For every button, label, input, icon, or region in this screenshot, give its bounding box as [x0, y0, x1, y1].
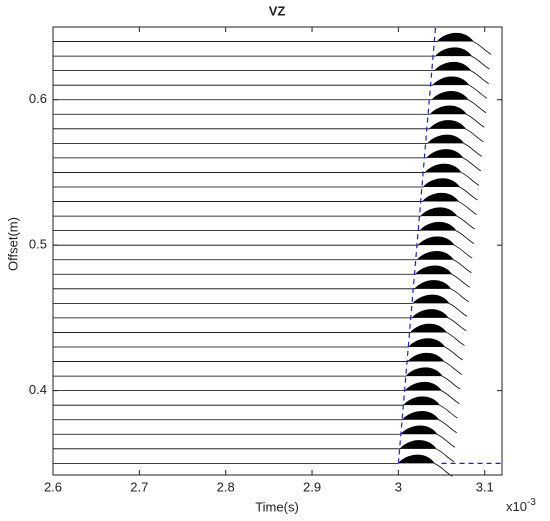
x-tick-label: 2.6: [44, 479, 62, 494]
y-tick-label: 0.6: [29, 91, 47, 106]
wavelet-fill: [420, 207, 457, 217]
x-multiplier-base: x10: [506, 499, 527, 514]
wavelet-fill: [437, 33, 474, 42]
wavelet-fill: [432, 91, 469, 100]
wavelet-fill: [406, 367, 443, 377]
x-tick-label: 2.8: [217, 479, 235, 494]
wavelet-fill: [412, 309, 449, 318]
wavelet-fill: [398, 455, 435, 464]
wavelet-fill: [417, 251, 454, 260]
wavelet-fill: [410, 324, 447, 333]
wavelet-fill: [429, 120, 466, 129]
wavelet-fill: [413, 295, 450, 304]
wavelet-fill: [423, 178, 460, 187]
wavelet-fill: [415, 265, 452, 275]
wavelet-fill: [418, 236, 455, 246]
y-tick-label: 0.4: [29, 382, 47, 397]
wavelet-fill: [422, 193, 459, 202]
y-axis-label: Offset(m): [5, 217, 20, 271]
wavelet-fill: [400, 440, 437, 449]
wavelet-fill: [408, 338, 445, 347]
wavelet-fill: [434, 62, 471, 71]
wavelet-fill: [426, 149, 463, 158]
wavelet-fill: [425, 164, 462, 173]
x-tick-label: 3.1: [476, 479, 494, 494]
y-tick-label: 0.5: [29, 237, 47, 252]
x-tick-label: 3: [395, 479, 402, 494]
pick-line: [397, 26, 502, 464]
x-axis-label: Time(s): [255, 499, 299, 514]
wavelet-fill: [430, 105, 467, 115]
wavelet-fill: [402, 411, 439, 420]
wavelet-fill: [419, 222, 456, 231]
chart-title: VZ: [269, 3, 286, 18]
wavelet-fill: [414, 280, 451, 289]
wavelet-fill: [432, 76, 469, 86]
plot-frame: [52, 26, 503, 476]
wavelet-fill: [407, 353, 444, 362]
x-tick-label: 2.9: [303, 479, 321, 494]
wavelet-fill: [427, 135, 464, 144]
wavelet-fill: [435, 47, 472, 57]
x-tick-label: 2.7: [130, 479, 148, 494]
x-multiplier-exp: -3: [527, 497, 536, 508]
wavelet-fill: [400, 425, 437, 435]
wavelet-fill: [405, 382, 442, 391]
x-multiplier: x10-3: [506, 497, 536, 515]
wavelet-fill: [403, 396, 440, 406]
